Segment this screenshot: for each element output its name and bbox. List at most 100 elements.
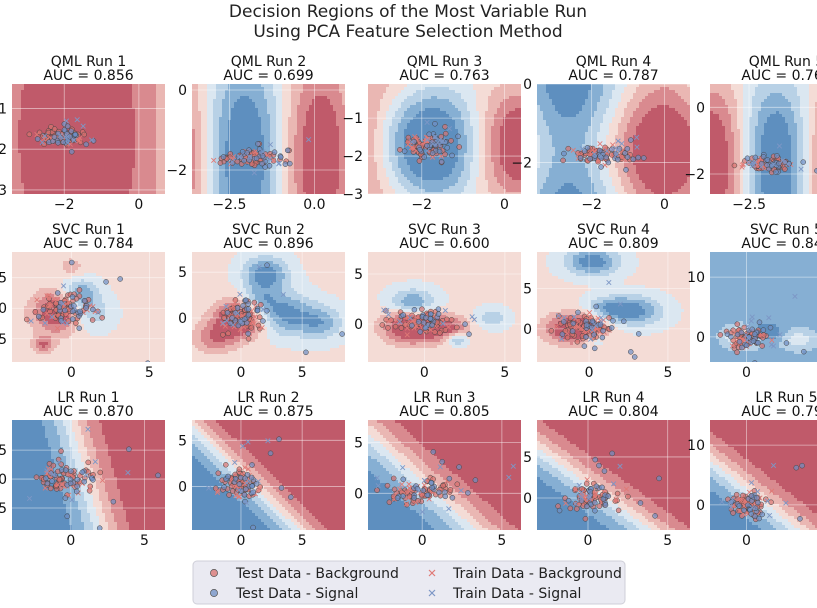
test-background-point (730, 510, 736, 516)
train-signal-outlier (617, 301, 624, 307)
train-signal-outlier (63, 118, 70, 124)
test-signal-point (755, 499, 761, 506)
test-signal-point (224, 310, 231, 316)
test-signal-point (76, 325, 82, 332)
test-signal-point (424, 142, 430, 149)
test-signal-outlier (656, 475, 662, 482)
train-signal-point (375, 483, 381, 489)
subplot-auc: AUC = 0.870 (43, 404, 133, 420)
test-background-point (740, 492, 746, 499)
test-background-point (99, 315, 105, 321)
test-signal-outlier (438, 158, 445, 165)
test-signal-point (220, 154, 227, 160)
test-background-point (416, 158, 423, 164)
train-signal-outlier (606, 279, 612, 286)
y-tick-label: 2.5 (0, 443, 7, 459)
train-signal-point (276, 160, 282, 166)
train-background-point (403, 501, 410, 507)
train-signal-outlier (458, 487, 464, 494)
test-signal-point (221, 484, 227, 490)
test-signal-point (584, 503, 590, 510)
test-signal-outlier (455, 133, 461, 140)
train-signal-outlier (510, 463, 516, 469)
decision-region (368, 84, 521, 194)
test-signal-point (51, 134, 58, 140)
test-signal-outlier (767, 324, 774, 331)
x-tick-label: 0 (660, 197, 669, 213)
test-signal-outlier (521, 534, 526, 539)
test-signal-outlier (637, 500, 644, 506)
test-signal-point (400, 476, 406, 483)
test-signal-point (589, 318, 596, 325)
test-background-point (384, 482, 391, 489)
test-signal-outlier (750, 338, 757, 344)
train-signal-point (614, 151, 620, 157)
test-background-point (220, 332, 226, 338)
test-background-point (562, 328, 569, 334)
subplot-title: SVC Run 5 (750, 222, 817, 238)
test-signal-outlier (61, 127, 68, 133)
train-signal-point (400, 465, 406, 471)
test-signal-point (748, 511, 754, 517)
train-signal-outlier (430, 141, 436, 147)
train-signal-point (419, 509, 426, 515)
subplot-auc: AUC = 0.600 (399, 236, 489, 252)
train-signal-point (255, 478, 261, 485)
test-signal-point (241, 157, 247, 164)
train-signal-point (614, 147, 620, 153)
gridlines (710, 84, 817, 194)
train-signal-outlier (80, 123, 86, 129)
test-signal-outlier (77, 308, 83, 315)
test-signal-point (608, 325, 615, 331)
test-signal-outlier (462, 321, 468, 327)
test-background-point (89, 317, 96, 323)
train-background-point (34, 297, 40, 303)
test-signal-point (236, 481, 243, 487)
test-signal-point (245, 306, 252, 312)
train-background-point (564, 330, 570, 336)
legend-label-test-signal: Test Data - Signal (235, 586, 358, 602)
train-signal-point (244, 500, 250, 506)
y-tick-label: 5 (354, 267, 363, 283)
test-signal-point (245, 311, 252, 318)
test-signal-point (36, 313, 42, 320)
train-signal-point (267, 156, 273, 162)
train-signal-outlier (766, 315, 772, 321)
train-signal-point (745, 323, 751, 329)
scatter-points (211, 137, 312, 176)
test-signal-outlier (242, 316, 248, 322)
train-signal-outlier (280, 291, 286, 298)
test-signal-point (240, 303, 246, 309)
test-background-point (574, 506, 580, 512)
test-signal-outlier (628, 349, 634, 355)
train-signal-point (64, 320, 70, 326)
test-background-point (223, 462, 229, 468)
test-background-point (248, 325, 255, 331)
test-signal-outlier (764, 162, 770, 168)
train-background-point (553, 323, 559, 330)
subplot-title: SVC Run 2 (232, 222, 305, 238)
test-signal-point (90, 306, 96, 313)
test-signal-point (635, 154, 641, 161)
y-tick-label: −2 (342, 149, 363, 165)
train-signal-outlier (748, 480, 755, 486)
test-signal-outlier (264, 262, 270, 268)
test-background-point (548, 327, 555, 334)
train-signal-outlier (610, 481, 617, 487)
test-signal-point (73, 488, 80, 495)
train-background-point (602, 145, 608, 151)
test-background-point (442, 151, 448, 158)
test-background-point (56, 476, 63, 483)
y-tick-label: −1 (342, 111, 363, 127)
subplot-title: QML Run 1 (51, 54, 127, 70)
test-signal-point (754, 495, 760, 501)
legend-marker-test-signal (210, 589, 218, 597)
train-background-point (34, 131, 40, 138)
test-signal-point (229, 315, 235, 321)
test-signal-outlier (248, 474, 255, 481)
test-signal-point (610, 318, 616, 324)
